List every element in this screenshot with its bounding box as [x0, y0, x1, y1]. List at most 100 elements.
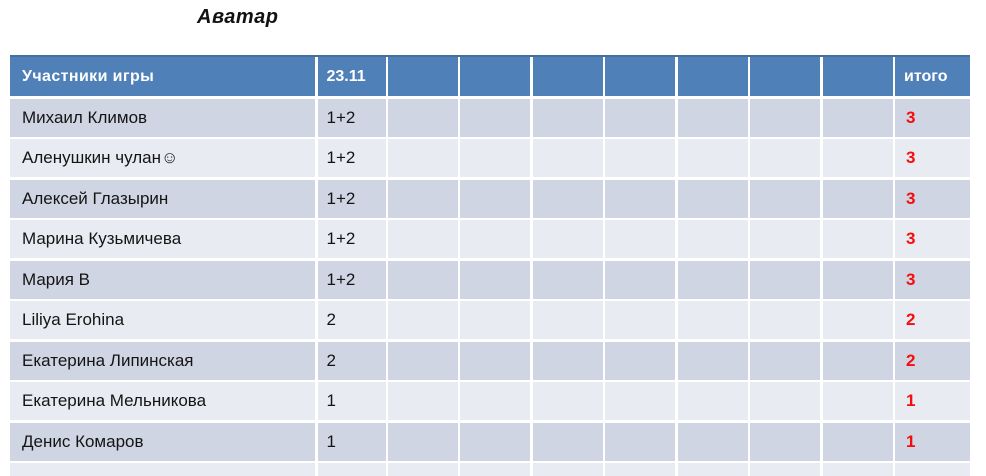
day-cell [822, 179, 893, 218]
participant-name: Алексей Глазырин [10, 179, 315, 218]
day-cell [750, 260, 821, 299]
day-cell [532, 220, 603, 258]
day-cell [605, 98, 676, 137]
participant-name: Liliya Erohina [10, 301, 315, 339]
header-day-cell [460, 57, 531, 96]
table-row [10, 463, 970, 476]
day-cell [750, 463, 821, 476]
day-cell [388, 260, 458, 299]
day-cell [822, 220, 893, 258]
header-day-cell [822, 57, 893, 96]
day-cell [532, 422, 603, 461]
day-cell [750, 98, 821, 137]
day-cell [750, 301, 821, 339]
header-participants: Участники игры [10, 57, 315, 96]
day-cell [750, 422, 821, 461]
day-cell [822, 463, 893, 476]
day-cell [605, 179, 676, 218]
header-date: 23.11 [317, 57, 386, 96]
day-cell [605, 220, 676, 258]
day-cell [388, 220, 458, 258]
total-cell: 3 [895, 139, 970, 177]
day-cell [750, 179, 821, 218]
header-total: итого [895, 57, 970, 96]
day-cell [388, 139, 458, 177]
day-cell [388, 382, 458, 420]
participant-name: Екатерина Липинская [10, 341, 315, 380]
day-cell [605, 301, 676, 339]
day-cell [460, 98, 531, 137]
score-cell: 1+2 [317, 139, 386, 177]
day-cell [605, 341, 676, 380]
score-cell: 1+2 [317, 98, 386, 137]
day-cell [822, 301, 893, 339]
score-cell: 2 [317, 301, 386, 339]
participant-name: Марина Кузьмичева [10, 220, 315, 258]
day-cell [605, 139, 676, 177]
day-cell [605, 422, 676, 461]
table-header-row: Участники игры 23.11 итого [10, 57, 970, 96]
participant-name: Михаил Климов [10, 98, 315, 137]
day-cell [822, 422, 893, 461]
table-row: Liliya Erohina 2 2 [10, 301, 970, 339]
score-cell: 2 [317, 341, 386, 380]
day-cell [677, 341, 748, 380]
day-cell [460, 463, 531, 476]
table-row: Михаил Климов 1+2 3 [10, 98, 970, 137]
day-cell [460, 422, 531, 461]
day-cell [532, 463, 603, 476]
total-cell: 3 [895, 179, 970, 218]
participant-name: Аленушкин чулан☺ [10, 139, 315, 177]
day-cell [677, 463, 748, 476]
day-cell [677, 139, 748, 177]
header-day-cell [532, 57, 603, 96]
table-row: Мария В 1+2 3 [10, 260, 970, 299]
page-title: Аватар [197, 6, 279, 28]
day-cell [677, 422, 748, 461]
header-day-cell [388, 57, 458, 96]
day-cell [532, 98, 603, 137]
day-cell [532, 341, 603, 380]
table-row: Аленушкин чулан☺ 1+2 3 [10, 139, 970, 177]
day-cell [388, 98, 458, 137]
participant-name: Екатерина Мельникова [10, 382, 315, 420]
participant-name: Денис Комаров [10, 422, 315, 461]
day-cell [750, 220, 821, 258]
participant-name [10, 463, 315, 476]
score-cell: 1 [317, 382, 386, 420]
header-day-cell [677, 57, 748, 96]
day-cell [388, 422, 458, 461]
participant-name: Мария В [10, 260, 315, 299]
total-cell: 1 [895, 382, 970, 420]
day-cell [460, 260, 531, 299]
day-cell [532, 139, 603, 177]
day-cell [822, 341, 893, 380]
score-cell [317, 463, 386, 476]
day-cell [532, 179, 603, 218]
day-cell [750, 341, 821, 380]
table-row: Екатерина Липинская 2 2 [10, 341, 970, 380]
day-cell [388, 463, 458, 476]
day-cell [460, 179, 531, 218]
day-cell [460, 341, 531, 380]
day-cell [388, 179, 458, 218]
total-cell [895, 463, 970, 476]
day-cell [605, 463, 676, 476]
day-cell [460, 382, 531, 420]
day-cell [532, 260, 603, 299]
header-day-cell [750, 57, 821, 96]
total-cell: 3 [895, 98, 970, 137]
total-cell: 2 [895, 301, 970, 339]
day-cell [460, 301, 531, 339]
day-cell [822, 260, 893, 299]
score-cell: 1+2 [317, 220, 386, 258]
day-cell [388, 301, 458, 339]
table-row: Денис Комаров 1 1 [10, 422, 970, 461]
day-cell [460, 139, 531, 177]
day-cell [605, 382, 676, 420]
total-cell: 2 [895, 341, 970, 380]
day-cell [532, 301, 603, 339]
day-cell [677, 260, 748, 299]
day-cell [460, 220, 531, 258]
